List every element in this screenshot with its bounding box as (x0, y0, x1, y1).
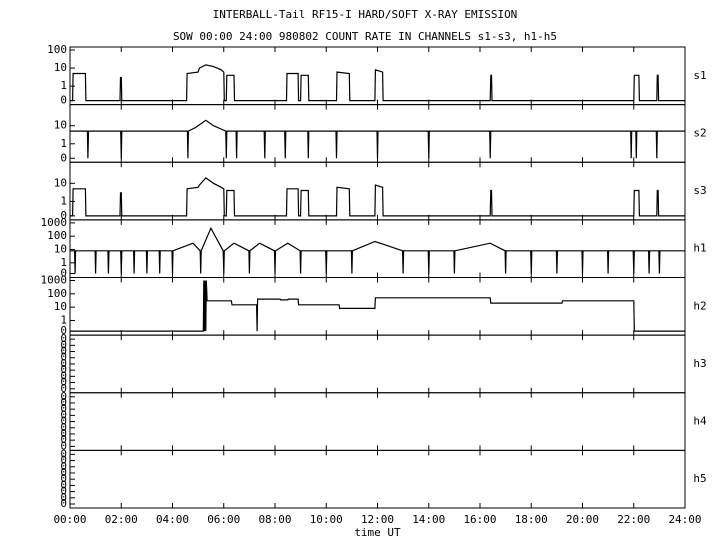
y-tick-label: 0 (60, 151, 67, 164)
chart-title: INTERBALL-Tail RF15-I HARD/SOFT X-RAY EM… (213, 8, 518, 21)
panel-frame (69, 392, 686, 451)
y-tick-label: 0 (60, 478, 67, 491)
y-tick-label: 0 (60, 497, 67, 510)
chart-subtitle: SOW 00:00 24:00 980802 COUNT RATE IN CHA… (173, 30, 557, 43)
series-line (70, 226, 685, 274)
y-tick-label: 0 (60, 382, 67, 395)
panel-frame (69, 219, 686, 278)
x-tick-label: 04:00 (156, 513, 189, 526)
panel-frame (69, 277, 686, 336)
panel-label: s3 (693, 184, 706, 197)
y-tick-label: 100 (47, 43, 67, 56)
y-tick-label: 10 (54, 61, 67, 74)
panel-frame (69, 334, 686, 394)
y-tick-label: 1000 (41, 274, 68, 287)
series-line (70, 119, 685, 159)
y-tick-label: 0 (60, 491, 67, 504)
x-tick-label: 18:00 (515, 513, 548, 526)
y-tick-label: 0 (60, 332, 67, 345)
y-tick-label: 0 (60, 421, 67, 434)
y-tick-label: 0 (60, 345, 67, 358)
y-tick-label: 0 (60, 402, 67, 415)
y-tick-label: 0 (60, 439, 67, 452)
x-tick-label: 10:00 (310, 513, 343, 526)
panel-label: h5 (693, 472, 706, 485)
x-tick-label: 24:00 (668, 513, 701, 526)
x-axis-label: time UT (354, 526, 401, 539)
y-tick-label: 1000 (41, 216, 68, 229)
y-tick-label: 1 (60, 79, 67, 92)
y-tick-label: 0 (60, 351, 67, 364)
y-tick-label: 0 (60, 357, 67, 370)
y-tick-label: 0 (60, 376, 67, 389)
panel-label: h2 (693, 299, 706, 312)
x-tick-label: 20:00 (566, 513, 599, 526)
panel-label: s2 (693, 126, 706, 139)
y-tick-label: 10 (54, 300, 67, 313)
y-tick-label: 0 (60, 485, 67, 498)
y-tick-label: 0 (60, 415, 67, 428)
y-tick-label: 0 (60, 209, 67, 222)
y-tick-label: 0 (60, 94, 67, 107)
y-tick-label: 1 (60, 256, 67, 269)
x-tick-label: 22:00 (617, 513, 650, 526)
x-tick-label: 08:00 (258, 513, 291, 526)
panel-frame (69, 161, 686, 221)
y-tick-label: 100 (47, 229, 67, 242)
x-tick-label: 02:00 (105, 513, 138, 526)
y-tick-label: 0 (60, 363, 67, 376)
x-tick-label: 06:00 (207, 513, 240, 526)
x-tick-label: 14:00 (412, 513, 445, 526)
y-tick-label: 0 (60, 396, 67, 409)
x-tick-label: 12:00 (361, 513, 394, 526)
x-tick-label: 00:00 (53, 513, 86, 526)
y-tick-label: 1 (60, 313, 67, 326)
y-tick-label: 0 (60, 338, 67, 351)
y-tick-label: 0 (60, 460, 67, 473)
y-tick-label: 0 (60, 369, 67, 382)
panel-label: h3 (693, 357, 706, 370)
y-tick-label: 1 (60, 194, 67, 207)
panel-frame (69, 46, 686, 106)
series-line (70, 64, 685, 102)
y-tick-label: 0 (60, 390, 67, 403)
series-line (70, 280, 685, 332)
y-tick-label: 0 (60, 408, 67, 421)
y-tick-label: 0 (60, 454, 67, 467)
series-line (70, 177, 685, 217)
y-tick-label: 10 (54, 243, 67, 256)
y-tick-label: 0 (60, 472, 67, 485)
y-tick-label: 0 (60, 267, 67, 280)
y-tick-label: 0 (60, 447, 67, 460)
y-tick-label: 0 (60, 324, 67, 337)
y-tick-label: 100 (47, 287, 67, 300)
panel-frame (69, 449, 686, 509)
panel-label: h1 (693, 242, 706, 255)
y-tick-label: 0 (60, 433, 67, 446)
y-tick-label: 1 (60, 137, 67, 150)
y-tick-label: 0 (60, 427, 67, 440)
panel-label: s1 (693, 69, 706, 82)
y-tick-label: 10 (54, 119, 67, 132)
y-tick-label: 0 (60, 466, 67, 479)
y-tick-label: 10 (54, 176, 67, 189)
x-tick-label: 16:00 (463, 513, 496, 526)
panel-label: h4 (693, 415, 707, 428)
